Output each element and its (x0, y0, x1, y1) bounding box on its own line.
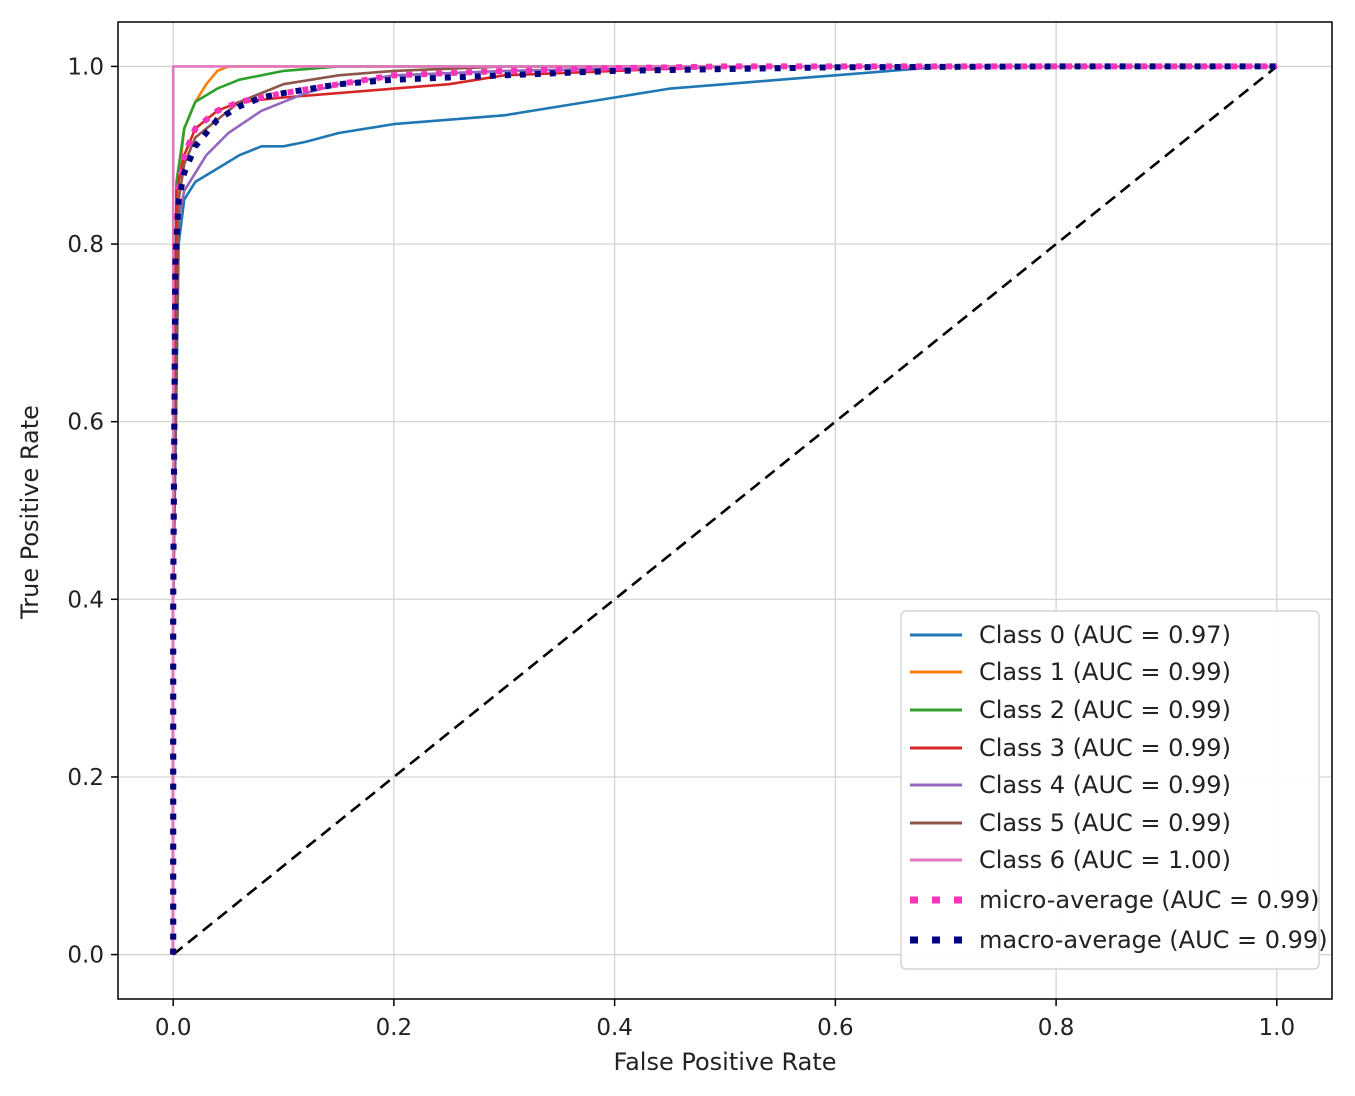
x-tick-label-2: 0.4 (596, 1015, 633, 1041)
legend-label-1: Class 1 (AUC = 0.99) (979, 658, 1231, 686)
y-tick-label-1: 0.2 (67, 765, 104, 791)
legend-label-2: Class 2 (AUC = 0.99) (979, 696, 1231, 724)
y-axis-label: True Positive Rate (16, 405, 44, 620)
legend-label-4: Class 4 (AUC = 0.99) (979, 771, 1231, 799)
x-tick-label-1: 0.2 (376, 1015, 413, 1041)
series-line-0 (171, 65, 1277, 955)
legend-label-3: Class 3 (AUC = 0.99) (979, 734, 1231, 762)
x-tick-label-4: 0.8 (1038, 1015, 1075, 1041)
axis-ticks: 0.0 0.2 0.4 0.6 0.8 1.0 0.0 0.2 0.4 0.6 0.8 1.0 (67, 54, 1295, 1041)
legend-label-8: macro-average (AUC = 0.99) (979, 926, 1328, 954)
y-tick-label-5: 1.0 (67, 54, 104, 80)
x-tick-label-5: 1.0 (1259, 1015, 1296, 1041)
grid-lines (118, 22, 1332, 999)
y-tick-label-4: 0.8 (67, 232, 104, 258)
reference-line-group (172, 65, 1278, 956)
legend: Class 0 (AUC = 0.97) Class 1 (AUC = 0.99)… (900, 610, 1328, 970)
x-tick-label-3: 0.6 (817, 1015, 854, 1041)
y-tick-label-2: 0.4 (67, 587, 104, 613)
legend-label-6: Class 6 (AUC = 1.00) (979, 846, 1231, 874)
legend-box (900, 610, 1320, 970)
legend-label-0: Class 0 (AUC = 0.97) (979, 621, 1231, 649)
series-lines (170, 63, 1277, 955)
chance-reference-line (172, 65, 1278, 956)
series-line-3 (171, 65, 1277, 955)
y-tick-label-0: 0.0 (67, 943, 104, 969)
x-axis-label: False Positive Rate (613, 1048, 836, 1076)
legend-label-7: micro-average (AUC = 0.99) (979, 886, 1320, 914)
plot-frame (117, 21, 1333, 1000)
y-tick-label-3: 0.6 (67, 410, 104, 436)
legend-label-5: Class 5 (AUC = 0.99) (979, 809, 1231, 837)
x-tick-label-0: 0.0 (155, 1015, 192, 1041)
